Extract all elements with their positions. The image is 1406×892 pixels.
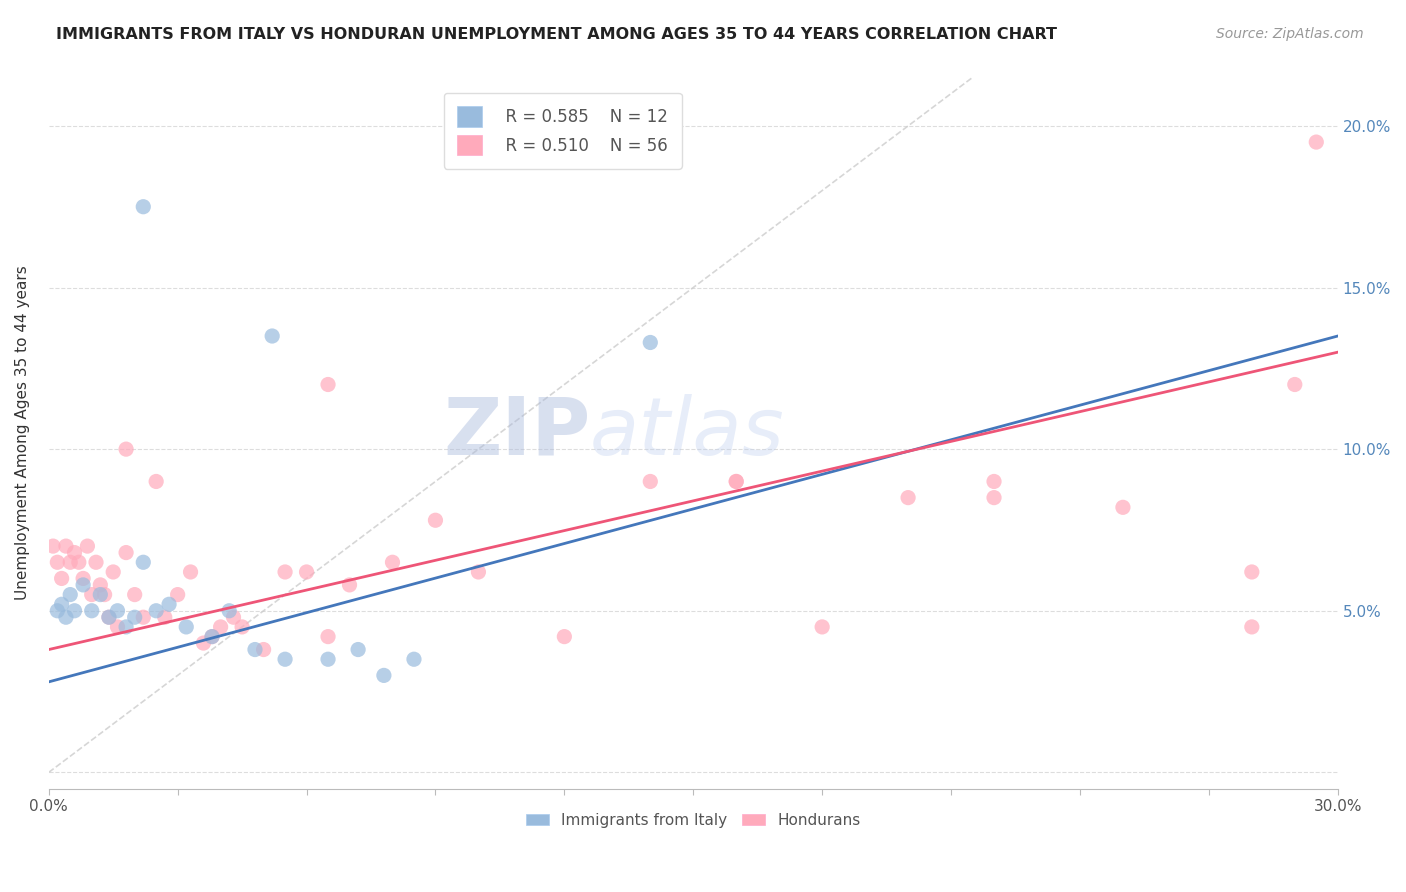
Point xyxy=(467,565,489,579)
Point xyxy=(381,555,404,569)
Point xyxy=(193,636,215,650)
Text: IMMIGRANTS FROM ITALY VS HONDURAN UNEMPLOYMENT AMONG AGES 35 TO 44 YEARS CORRELA: IMMIGRANTS FROM ITALY VS HONDURAN UNEMPL… xyxy=(56,27,1057,42)
Point xyxy=(180,565,202,579)
Point xyxy=(115,442,138,457)
Point xyxy=(76,539,98,553)
Point xyxy=(145,475,167,489)
Point xyxy=(107,620,129,634)
Point xyxy=(55,539,77,553)
Point xyxy=(316,652,339,666)
Point xyxy=(640,475,662,489)
Point xyxy=(115,620,138,634)
Point xyxy=(80,604,103,618)
Point xyxy=(373,668,395,682)
Point xyxy=(725,475,748,489)
Point xyxy=(316,630,339,644)
Point xyxy=(63,545,86,559)
Point xyxy=(725,475,748,489)
Point xyxy=(80,588,103,602)
Legend: Immigrants from Italy, Hondurans: Immigrants from Italy, Hondurans xyxy=(520,807,868,834)
Point xyxy=(983,491,1005,505)
Point xyxy=(97,610,120,624)
Point xyxy=(132,610,155,624)
Point xyxy=(218,604,240,618)
Point xyxy=(347,642,370,657)
Point xyxy=(274,652,297,666)
Point xyxy=(124,610,146,624)
Point xyxy=(295,565,318,579)
Point xyxy=(51,597,73,611)
Text: ZIP: ZIP xyxy=(443,394,591,472)
Point xyxy=(51,571,73,585)
Point xyxy=(42,539,65,553)
Point xyxy=(107,604,129,618)
Point xyxy=(201,630,224,644)
Point xyxy=(46,555,69,569)
Point xyxy=(132,555,155,569)
Point xyxy=(59,555,82,569)
Point xyxy=(67,555,90,569)
Point xyxy=(1284,377,1306,392)
Point xyxy=(157,597,180,611)
Point xyxy=(55,610,77,624)
Point xyxy=(425,513,447,527)
Point xyxy=(983,475,1005,489)
Point xyxy=(222,610,245,624)
Point xyxy=(1305,135,1327,149)
Point xyxy=(201,630,224,644)
Point xyxy=(174,620,197,634)
Point xyxy=(231,620,253,634)
Point xyxy=(115,545,138,559)
Point xyxy=(93,588,115,602)
Point xyxy=(811,620,834,634)
Point xyxy=(1240,565,1263,579)
Point xyxy=(243,642,266,657)
Point xyxy=(59,588,82,602)
Point xyxy=(640,335,662,350)
Point xyxy=(72,578,94,592)
Text: Source: ZipAtlas.com: Source: ZipAtlas.com xyxy=(1216,27,1364,41)
Point xyxy=(97,610,120,624)
Point xyxy=(124,588,146,602)
Point xyxy=(1240,620,1263,634)
Point xyxy=(103,565,125,579)
Text: atlas: atlas xyxy=(591,394,785,472)
Point xyxy=(402,652,425,666)
Point xyxy=(166,588,188,602)
Point xyxy=(897,491,920,505)
Point xyxy=(145,604,167,618)
Point xyxy=(316,377,339,392)
Point xyxy=(262,329,284,343)
Point xyxy=(89,578,111,592)
Point xyxy=(72,571,94,585)
Point xyxy=(89,588,111,602)
Point xyxy=(274,565,297,579)
Point xyxy=(339,578,361,592)
Point xyxy=(84,555,107,569)
Point xyxy=(132,200,155,214)
Point xyxy=(46,604,69,618)
Point xyxy=(209,620,232,634)
Point xyxy=(553,630,575,644)
Point xyxy=(153,610,176,624)
Y-axis label: Unemployment Among Ages 35 to 44 years: Unemployment Among Ages 35 to 44 years xyxy=(15,266,30,600)
Point xyxy=(1112,500,1135,515)
Point xyxy=(63,604,86,618)
Point xyxy=(252,642,274,657)
